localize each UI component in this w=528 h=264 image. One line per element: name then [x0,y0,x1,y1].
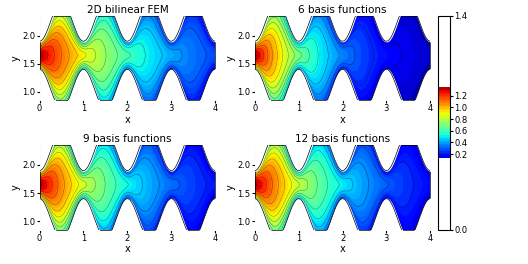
X-axis label: x: x [340,115,345,125]
Y-axis label: y: y [226,185,236,190]
Title: 9 basis functions: 9 basis functions [83,134,172,144]
Title: 6 basis functions: 6 basis functions [298,5,387,15]
Title: 12 basis functions: 12 basis functions [295,134,390,144]
Title: 2D bilinear FEM: 2D bilinear FEM [87,5,168,15]
X-axis label: x: x [125,115,130,125]
X-axis label: x: x [340,244,345,254]
Y-axis label: y: y [11,185,21,190]
X-axis label: x: x [125,244,130,254]
Y-axis label: y: y [226,55,236,61]
Y-axis label: y: y [11,55,21,61]
